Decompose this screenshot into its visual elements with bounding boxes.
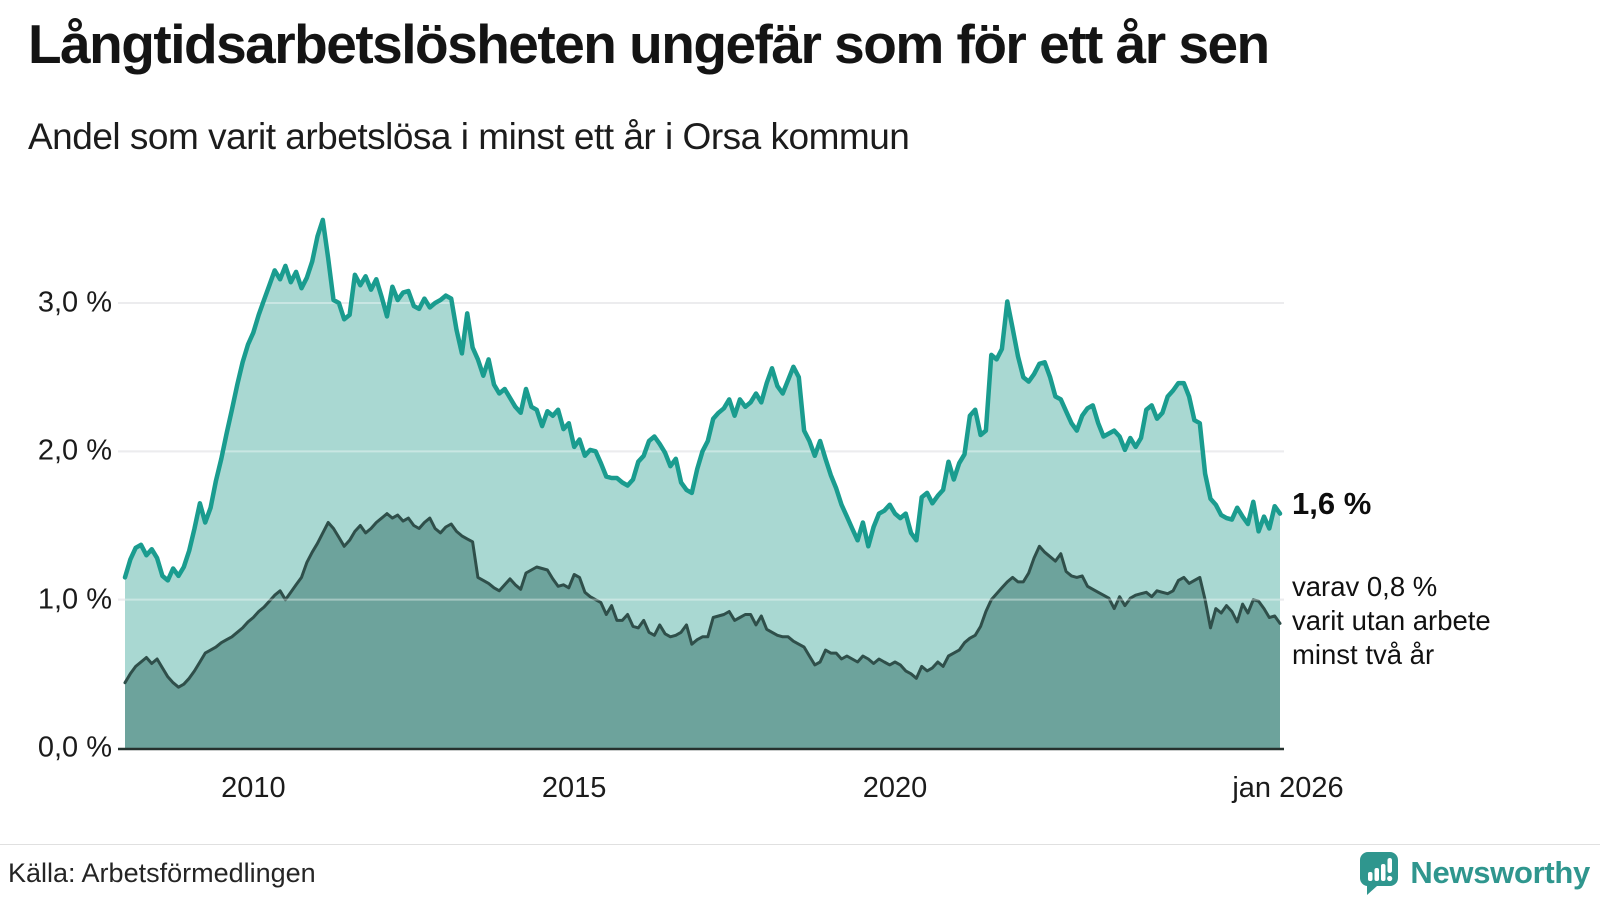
end-label-two-year-line2: varit utan arbete — [1292, 605, 1491, 636]
newsworthy-logo-icon — [1360, 852, 1399, 895]
end-label-two-year-line3: minst två år — [1292, 639, 1435, 670]
x-tick-label: 2020 — [862, 772, 928, 804]
page-subtitle: Andel som varit arbetslösa i minst ett å… — [28, 116, 910, 157]
x-tick-label: 2015 — [541, 772, 607, 804]
footer-divider — [0, 844, 1600, 845]
end-label-two-year-line1: varav 0,8 % — [1292, 571, 1438, 602]
newsworthy-logo-text: Newsworthy — [1410, 855, 1590, 890]
x-tick-label: jan 2026 — [1232, 772, 1344, 804]
y-tick-label: 3,0 % — [37, 286, 112, 319]
line-total-unemployed — [122, 217, 1283, 583]
page-title: Långtidsarbetslösheten ungefär som för e… — [28, 13, 1270, 75]
y-tick-label: 1,0 % — [37, 583, 112, 616]
y-tick-label: 0,0 % — [37, 731, 112, 764]
line-two-year-unemployed — [123, 512, 1282, 689]
source-note: Källa: Arbetsförmedlingen — [8, 858, 316, 888]
end-label-two-year: varav 0,8 % varit utan arbete minst två … — [1292, 570, 1491, 672]
area-two-year-unemployed — [125, 513, 1280, 748]
end-label-total: 1,6 % — [1292, 486, 1372, 521]
x-tick-label: 2010 — [221, 772, 286, 804]
newsworthy-logo: Newsworthy — [1358, 850, 1590, 896]
y-tick-label: 2,0 % — [37, 434, 112, 467]
